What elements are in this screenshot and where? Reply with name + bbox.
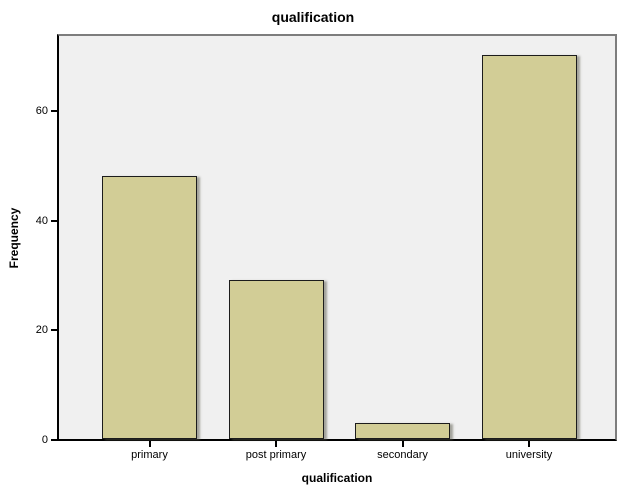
y-tick-label: 60 xyxy=(35,105,48,117)
x-tick-label: university xyxy=(505,449,553,461)
x-tick-mark xyxy=(148,441,151,447)
y-tick-mark xyxy=(51,329,57,331)
y-tick-mark xyxy=(51,439,57,441)
y-axis-title: Frequency xyxy=(7,207,21,269)
x-tick-label: secondary xyxy=(377,449,428,461)
y-tick-label: 20 xyxy=(35,324,48,336)
plot-area xyxy=(57,34,617,441)
y-tick-mark xyxy=(51,110,57,112)
x-tick-mark xyxy=(401,441,404,447)
y-tick-mark xyxy=(51,220,57,222)
x-axis-title: qualification xyxy=(301,471,373,485)
bar-secondary xyxy=(355,423,450,439)
bar-university xyxy=(481,55,577,439)
bar-primary xyxy=(102,176,197,439)
x-tick-mark xyxy=(528,441,530,447)
chart-title: qualification xyxy=(271,9,355,25)
y-tick-label: 40 xyxy=(35,215,48,227)
x-tick-label: post primary xyxy=(245,449,307,461)
x-tick-mark xyxy=(275,441,277,447)
bar-post-primary xyxy=(228,280,324,439)
x-tick-label: primary xyxy=(131,449,168,461)
y-tick-label: 0 xyxy=(41,434,48,446)
